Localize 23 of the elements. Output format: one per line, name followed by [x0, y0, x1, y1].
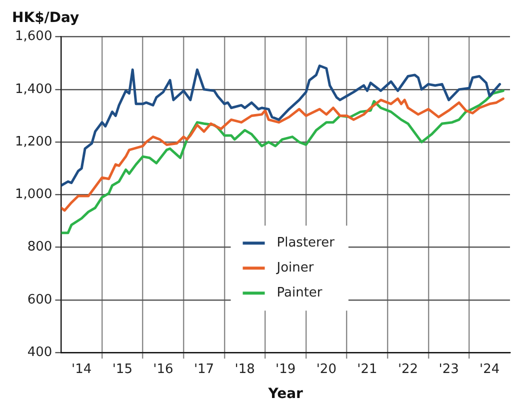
y-tick-label: 1,200 — [15, 134, 52, 150]
x-axis-title: Year — [267, 386, 304, 402]
x-tick-label: '23 — [438, 362, 459, 377]
y-axis-title: HK$/Day — [12, 10, 80, 26]
y-tick-label: 800 — [27, 240, 52, 255]
y-tick-label: 400 — [27, 344, 52, 360]
x-tick-label: '18 — [234, 362, 255, 377]
x-tick-label: '19 — [276, 362, 296, 377]
x-tick-label: '17 — [194, 362, 214, 377]
y-tick-label: 1,400 — [15, 82, 52, 97]
y-tick-label: 600 — [27, 292, 52, 308]
x-tick-label: '16 — [153, 362, 174, 377]
x-tick-label: '21 — [357, 362, 378, 377]
legend-label: Joiner — [276, 260, 314, 276]
x-tick-label: '22 — [398, 362, 418, 377]
legend-label: Painter — [276, 285, 323, 300]
y-tick-label: 1,000 — [15, 187, 52, 202]
x-tick-label: '14 — [72, 362, 92, 377]
x-tick-label: '20 — [316, 362, 336, 377]
x-tick-label: '24 — [480, 362, 500, 377]
x-tick-label: '15 — [112, 362, 132, 377]
y-tick-label: 1,600 — [15, 29, 52, 44]
legend-label: Plasterer — [276, 235, 336, 250]
